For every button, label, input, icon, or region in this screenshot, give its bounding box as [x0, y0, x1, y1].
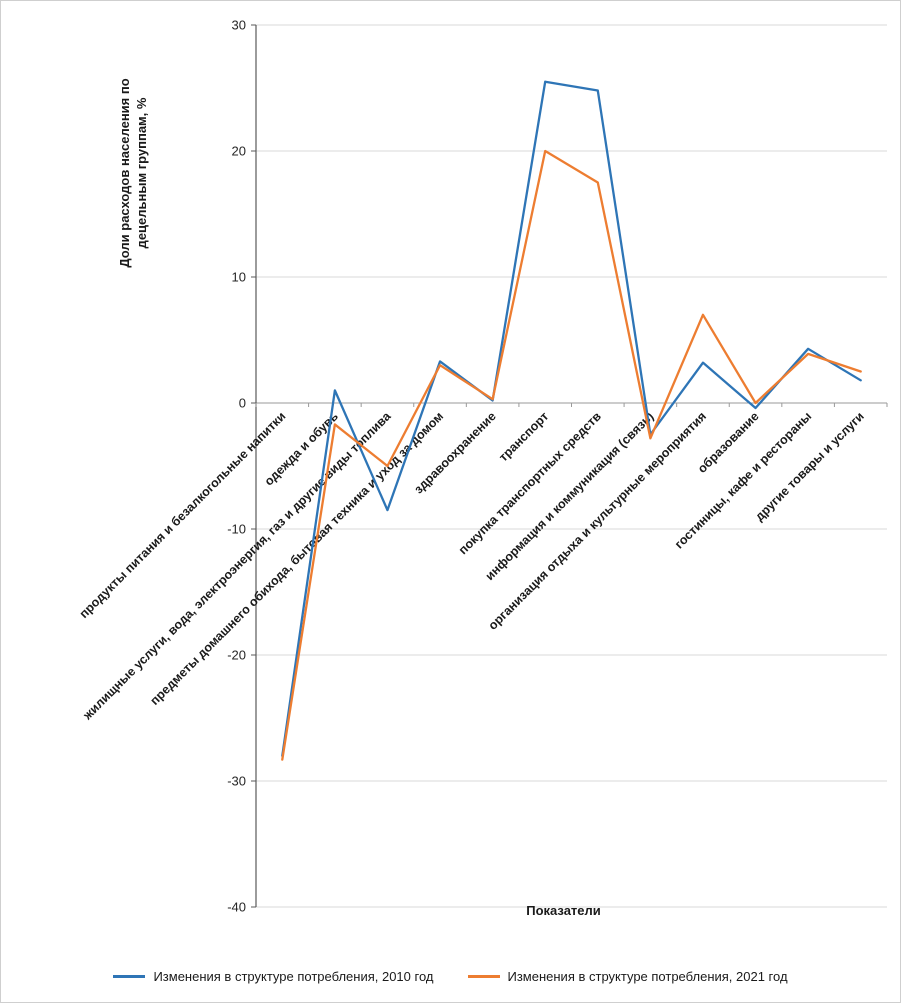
legend-item-2010: Изменения в структуре потребления, 2010 …: [113, 969, 434, 984]
series-line: [281, 149, 862, 761]
legend-item-2021: Изменения в структуре потребления, 2021 …: [467, 969, 788, 984]
y-axis-title-line2: децельным группам, %: [134, 97, 149, 248]
x-category-label: транспорт: [496, 409, 551, 464]
y-tick-label: -40: [227, 900, 246, 915]
y-tick-label: 0: [239, 396, 246, 411]
x-category-label: другие товары и услуги: [752, 409, 866, 523]
y-tick-label: 20: [232, 144, 246, 159]
x-axis-title: Показатели: [526, 903, 601, 918]
y-axis-title-line1: Доли расходов населения по: [117, 78, 132, 267]
series-line: [281, 80, 862, 757]
chart-legend: Изменения в структуре потребления, 2010 …: [1, 969, 900, 984]
y-tick-label: -10: [227, 522, 246, 537]
legend-line-swatch-2010: [113, 975, 146, 978]
legend-line-swatch-2021: [467, 975, 500, 978]
y-tick-label: 30: [232, 18, 246, 33]
y-axis-title: Доли расходов населения по децельным груп…: [117, 78, 149, 267]
y-tick-label: -20: [227, 648, 246, 663]
y-tick-label: 10: [232, 270, 246, 285]
legend-label-2021: Изменения в структуре потребления, 2021 …: [507, 969, 788, 984]
y-tick-label: -30: [227, 774, 246, 789]
legend-label-2010: Изменения в структуре потребления, 2010 …: [153, 969, 434, 984]
